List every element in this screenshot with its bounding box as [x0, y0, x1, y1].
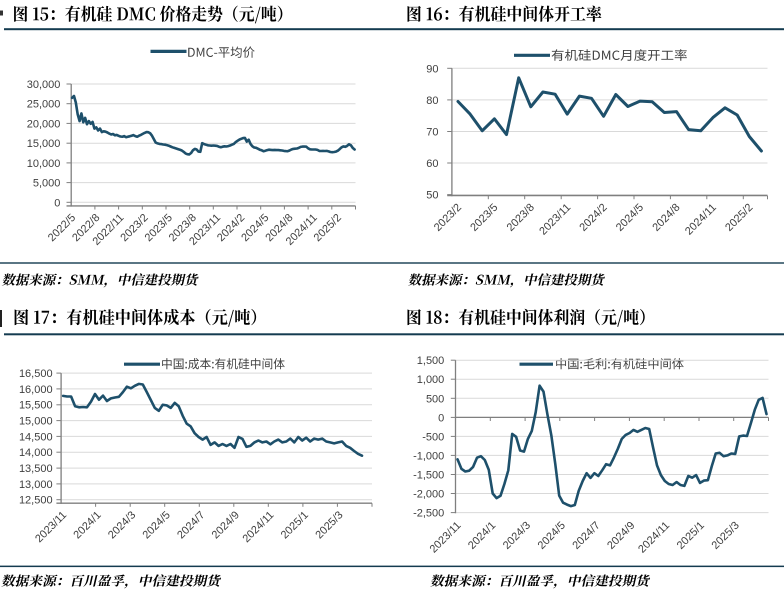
svg-text:70: 70	[426, 126, 438, 138]
svg-text:12,500: 12,500	[19, 495, 53, 507]
svg-text:-500: -500	[422, 431, 444, 443]
svg-text:25,000: 25,000	[27, 99, 61, 111]
svg-text:15,000: 15,000	[19, 416, 53, 428]
svg-text:5,000: 5,000	[33, 178, 61, 190]
svg-text:16,000: 16,000	[19, 384, 53, 396]
svg-text:80: 80	[426, 95, 438, 107]
svg-text:1,000: 1,000	[417, 374, 445, 386]
svg-text:60: 60	[426, 158, 438, 170]
svg-text:15,500: 15,500	[19, 400, 53, 412]
svg-text:16,500: 16,500	[19, 368, 53, 380]
svg-text:14,500: 14,500	[19, 431, 53, 443]
svg-text:0: 0	[54, 197, 60, 209]
svg-text:30,000: 30,000	[27, 79, 61, 91]
svg-text:50: 50	[426, 190, 438, 202]
svg-text:13,500: 13,500	[19, 463, 53, 475]
svg-text:0: 0	[438, 412, 444, 424]
svg-text:-1,000: -1,000	[413, 450, 444, 462]
svg-text:-2,500: -2,500	[413, 508, 444, 520]
svg-text:-1,500: -1,500	[413, 470, 444, 482]
svg-text:10,000: 10,000	[27, 158, 61, 170]
svg-text:1,500: 1,500	[417, 355, 445, 367]
svg-text:13,000: 13,000	[19, 479, 53, 491]
svg-text:15,000: 15,000	[27, 138, 61, 150]
svg-text:20,000: 20,000	[27, 118, 61, 130]
svg-text:-2,000: -2,000	[413, 489, 444, 501]
svg-text:14,000: 14,000	[19, 447, 53, 459]
svg-text:90: 90	[426, 63, 438, 75]
svg-text:500: 500	[426, 393, 444, 405]
